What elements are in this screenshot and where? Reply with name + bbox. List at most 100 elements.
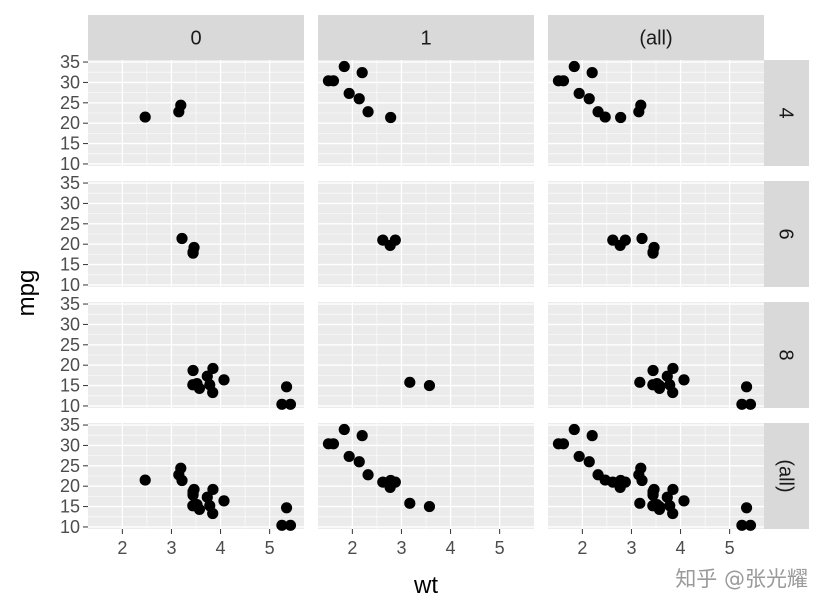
y-tick-label: 15 <box>60 376 80 396</box>
data-point <box>338 423 350 436</box>
data-point <box>678 374 690 386</box>
x-axis-title: wt <box>413 572 438 599</box>
data-point <box>667 483 679 496</box>
data-point <box>661 491 673 503</box>
data-point <box>276 519 288 531</box>
data-point <box>280 381 293 393</box>
data-point <box>207 386 219 399</box>
row-strip-label: 8 <box>775 349 797 360</box>
data-point <box>207 483 219 496</box>
data-point <box>322 438 335 450</box>
data-point <box>284 398 297 410</box>
data-point <box>647 247 659 259</box>
data-point <box>744 519 757 531</box>
data-point <box>187 364 199 377</box>
data-point <box>636 474 648 487</box>
y-tick-label: 30 <box>60 435 80 455</box>
data-point <box>284 519 297 531</box>
x-tick-label: 5 <box>265 538 275 558</box>
data-point <box>552 75 565 87</box>
row-strip-label: 6 <box>775 228 797 239</box>
data-point <box>139 474 151 486</box>
data-point <box>343 450 355 463</box>
x-tick-label: 4 <box>446 538 456 558</box>
data-point <box>201 491 213 503</box>
data-point <box>201 370 213 382</box>
data-point <box>173 106 185 118</box>
x-tick-label: 2 <box>117 538 127 558</box>
data-point <box>586 67 598 79</box>
watermark: 知乎 @张光耀 <box>675 567 808 591</box>
y-tick-label: 35 <box>60 415 80 435</box>
data-point <box>187 379 199 391</box>
col-strip-label: 1 <box>420 28 431 50</box>
col-strip-(all) <box>548 15 764 60</box>
data-point <box>568 60 580 73</box>
facet-panels <box>88 60 764 529</box>
data-point <box>384 481 396 494</box>
data-point <box>322 75 335 87</box>
data-point <box>187 485 199 498</box>
data-point <box>276 398 288 410</box>
y-tick-label: 15 <box>60 497 80 517</box>
x-tick-label: 4 <box>676 538 686 558</box>
data-point <box>384 239 396 252</box>
y-tick-label: 25 <box>60 93 80 113</box>
data-point <box>667 507 679 520</box>
data-point <box>744 398 757 410</box>
axes: 1015202530351015202530351015202530351015… <box>60 52 735 558</box>
data-point <box>187 500 199 512</box>
data-point <box>647 364 659 377</box>
col-strip-1 <box>318 15 534 60</box>
data-point <box>647 485 659 498</box>
x-tick-label: 2 <box>577 538 587 558</box>
y-tick-label: 35 <box>60 52 80 72</box>
data-point <box>583 456 595 468</box>
data-point <box>573 450 585 463</box>
data-point <box>207 507 219 520</box>
x-tick-label: 3 <box>166 538 176 558</box>
y-tick-label: 10 <box>60 275 80 295</box>
data-point <box>362 106 374 118</box>
col-strip-label: 0 <box>190 28 201 50</box>
data-point <box>653 379 666 392</box>
row-strip-label: (all) <box>775 459 797 492</box>
col-strip-0 <box>88 15 304 60</box>
y-tick-label: 20 <box>60 476 80 496</box>
y-axis-title: mpg <box>13 270 40 317</box>
data-point <box>362 469 374 481</box>
row-strip-4 <box>764 60 809 166</box>
data-point <box>592 469 604 481</box>
x-tick-label: 5 <box>495 538 505 558</box>
data-point <box>634 376 646 388</box>
y-tick-label: 20 <box>60 113 80 133</box>
data-point <box>667 362 679 375</box>
y-tick-label: 20 <box>60 234 80 254</box>
y-tick-label: 35 <box>60 173 80 193</box>
y-tick-label: 30 <box>60 193 80 213</box>
y-tick-label: 35 <box>60 294 80 314</box>
y-tick-label: 10 <box>60 396 80 416</box>
data-point <box>187 247 199 259</box>
data-point <box>218 495 230 507</box>
y-tick-label: 30 <box>60 72 80 92</box>
row-strip-label: 4 <box>775 107 797 118</box>
data-point <box>740 502 753 514</box>
data-point <box>634 497 646 509</box>
data-point <box>614 239 626 252</box>
data-point <box>552 438 565 450</box>
y-tick-label: 15 <box>60 134 80 154</box>
data-point <box>404 376 416 388</box>
data-point <box>592 106 604 118</box>
data-point <box>423 500 436 513</box>
data-point <box>338 60 350 73</box>
data-point <box>343 87 355 100</box>
y-tick-label: 15 <box>60 255 80 275</box>
x-tick-label: 4 <box>216 538 226 558</box>
data-point <box>633 106 645 118</box>
data-point <box>678 495 690 507</box>
data-point <box>636 232 648 245</box>
facet-strips: 0 1 (all) 4 6 8 (all) <box>88 15 809 529</box>
data-point <box>661 370 673 382</box>
